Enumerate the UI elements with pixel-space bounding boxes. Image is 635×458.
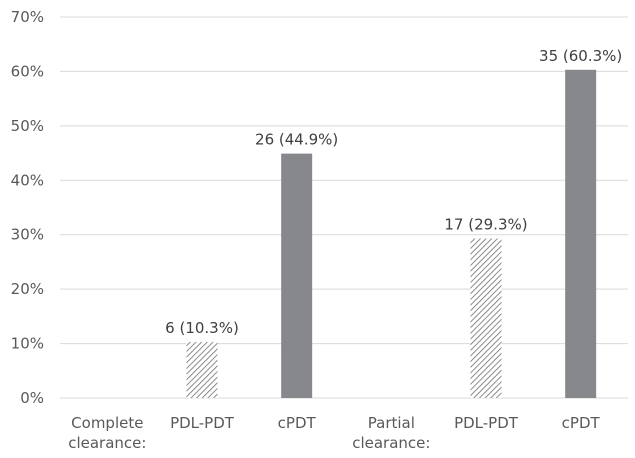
- x-category-label: PDL-PDT: [454, 414, 519, 432]
- x-category-label: Complete clearance:: [68, 414, 146, 452]
- bar: [186, 341, 218, 398]
- y-tick-label: 40%: [11, 171, 44, 189]
- y-tick-label: 30%: [11, 226, 44, 244]
- x-category-label: PDL-PDT: [170, 414, 235, 432]
- y-tick-label: 0%: [20, 389, 44, 407]
- bar: [470, 238, 502, 398]
- y-tick-label: 60%: [11, 62, 44, 80]
- x-category-label: Partial clearance:: [352, 414, 430, 452]
- y-tick-label: 20%: [11, 280, 44, 298]
- bar: [565, 69, 597, 398]
- x-axis-category-labels: Complete clearance: PDL-PDT cPDT Partial clea…: [68, 414, 600, 452]
- gridlines: [60, 16, 628, 399]
- data-labels: 6 (10.3%) 26 (44.9%) 17 (29.3%) 35 (60.3%): [165, 47, 622, 337]
- data-label: 26 (44.9%): [255, 131, 338, 149]
- data-label: 6 (10.3%): [165, 319, 239, 337]
- x-category-label: cPDT: [562, 414, 601, 432]
- data-label: 17 (29.3%): [444, 216, 527, 234]
- data-label: 35 (60.3%): [539, 47, 622, 65]
- x-category-label: cPDT: [278, 414, 317, 432]
- y-axis-tick-labels: 0% 10% 20% 30% 40% 50% 60% 70%: [11, 8, 44, 407]
- y-tick-label: 10%: [11, 335, 44, 353]
- bar: [281, 153, 313, 398]
- y-tick-label: 70%: [11, 8, 44, 26]
- y-tick-label: 50%: [11, 117, 44, 135]
- bars: [186, 69, 597, 398]
